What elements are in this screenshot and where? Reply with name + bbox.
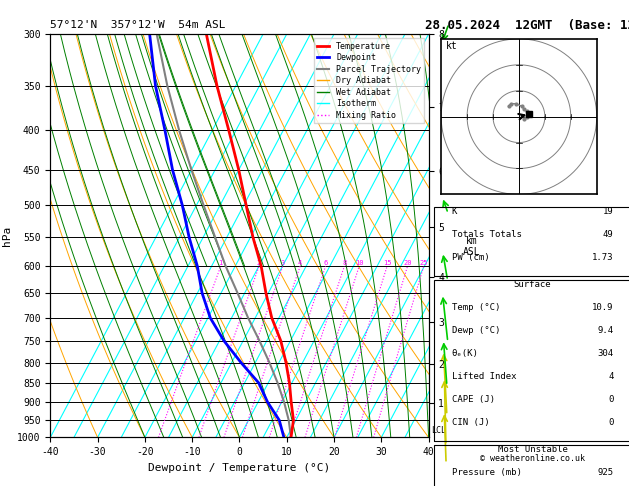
Text: kt: kt [447,41,458,51]
Bar [433,280,629,441]
Text: θₑ(K): θₑ(K) [452,349,479,359]
Text: 28.05.2024  12GMT  (Base: 12): 28.05.2024 12GMT (Base: 12) [425,19,629,33]
Text: Most Unstable: Most Unstable [498,446,567,454]
Text: Lifted Index: Lifted Index [452,372,516,382]
Text: 4: 4 [298,260,303,266]
Text: 925: 925 [598,469,614,477]
Text: Totals Totals: Totals Totals [452,230,521,240]
Text: 1.73: 1.73 [592,254,614,262]
Text: 10: 10 [355,260,364,266]
Bar [433,446,629,486]
Text: © weatheronline.co.uk: © weatheronline.co.uk [480,453,585,463]
Legend: Temperature, Dewpoint, Parcel Trajectory, Dry Adiabat, Wet Adiabat, Isotherm, Mi: Temperature, Dewpoint, Parcel Trajectory… [314,38,425,123]
Text: 0: 0 [608,396,614,404]
Text: CAPE (J): CAPE (J) [452,396,494,404]
Text: 25: 25 [420,260,428,266]
Text: 15: 15 [383,260,391,266]
Text: 20: 20 [403,260,412,266]
Text: 1: 1 [219,260,223,266]
Text: 8: 8 [342,260,347,266]
Bar [433,208,629,277]
Y-axis label: hPa: hPa [1,226,11,246]
Text: 304: 304 [598,349,614,359]
Text: PW (cm): PW (cm) [452,254,489,262]
Text: Dewp (°C): Dewp (°C) [452,327,500,335]
Text: 2: 2 [257,260,261,266]
Text: Surface: Surface [514,280,552,290]
Text: 6: 6 [323,260,328,266]
Text: 57°12'N  357°12'W  54m ASL: 57°12'N 357°12'W 54m ASL [50,20,226,31]
Text: CIN (J): CIN (J) [452,418,489,428]
Text: 10.9: 10.9 [592,303,614,312]
Text: 0: 0 [608,418,614,428]
Y-axis label: km
ASL: km ASL [463,236,481,257]
Text: K: K [452,208,457,216]
Text: Temp (°C): Temp (°C) [452,303,500,312]
Text: 3: 3 [281,260,285,266]
Text: 9.4: 9.4 [598,327,614,335]
Text: 4: 4 [608,372,614,382]
Text: 49: 49 [603,230,614,240]
Text: LCL: LCL [431,426,446,435]
Text: 19: 19 [603,208,614,216]
Text: Pressure (mb): Pressure (mb) [452,469,521,477]
X-axis label: Dewpoint / Temperature (°C): Dewpoint / Temperature (°C) [148,463,331,473]
